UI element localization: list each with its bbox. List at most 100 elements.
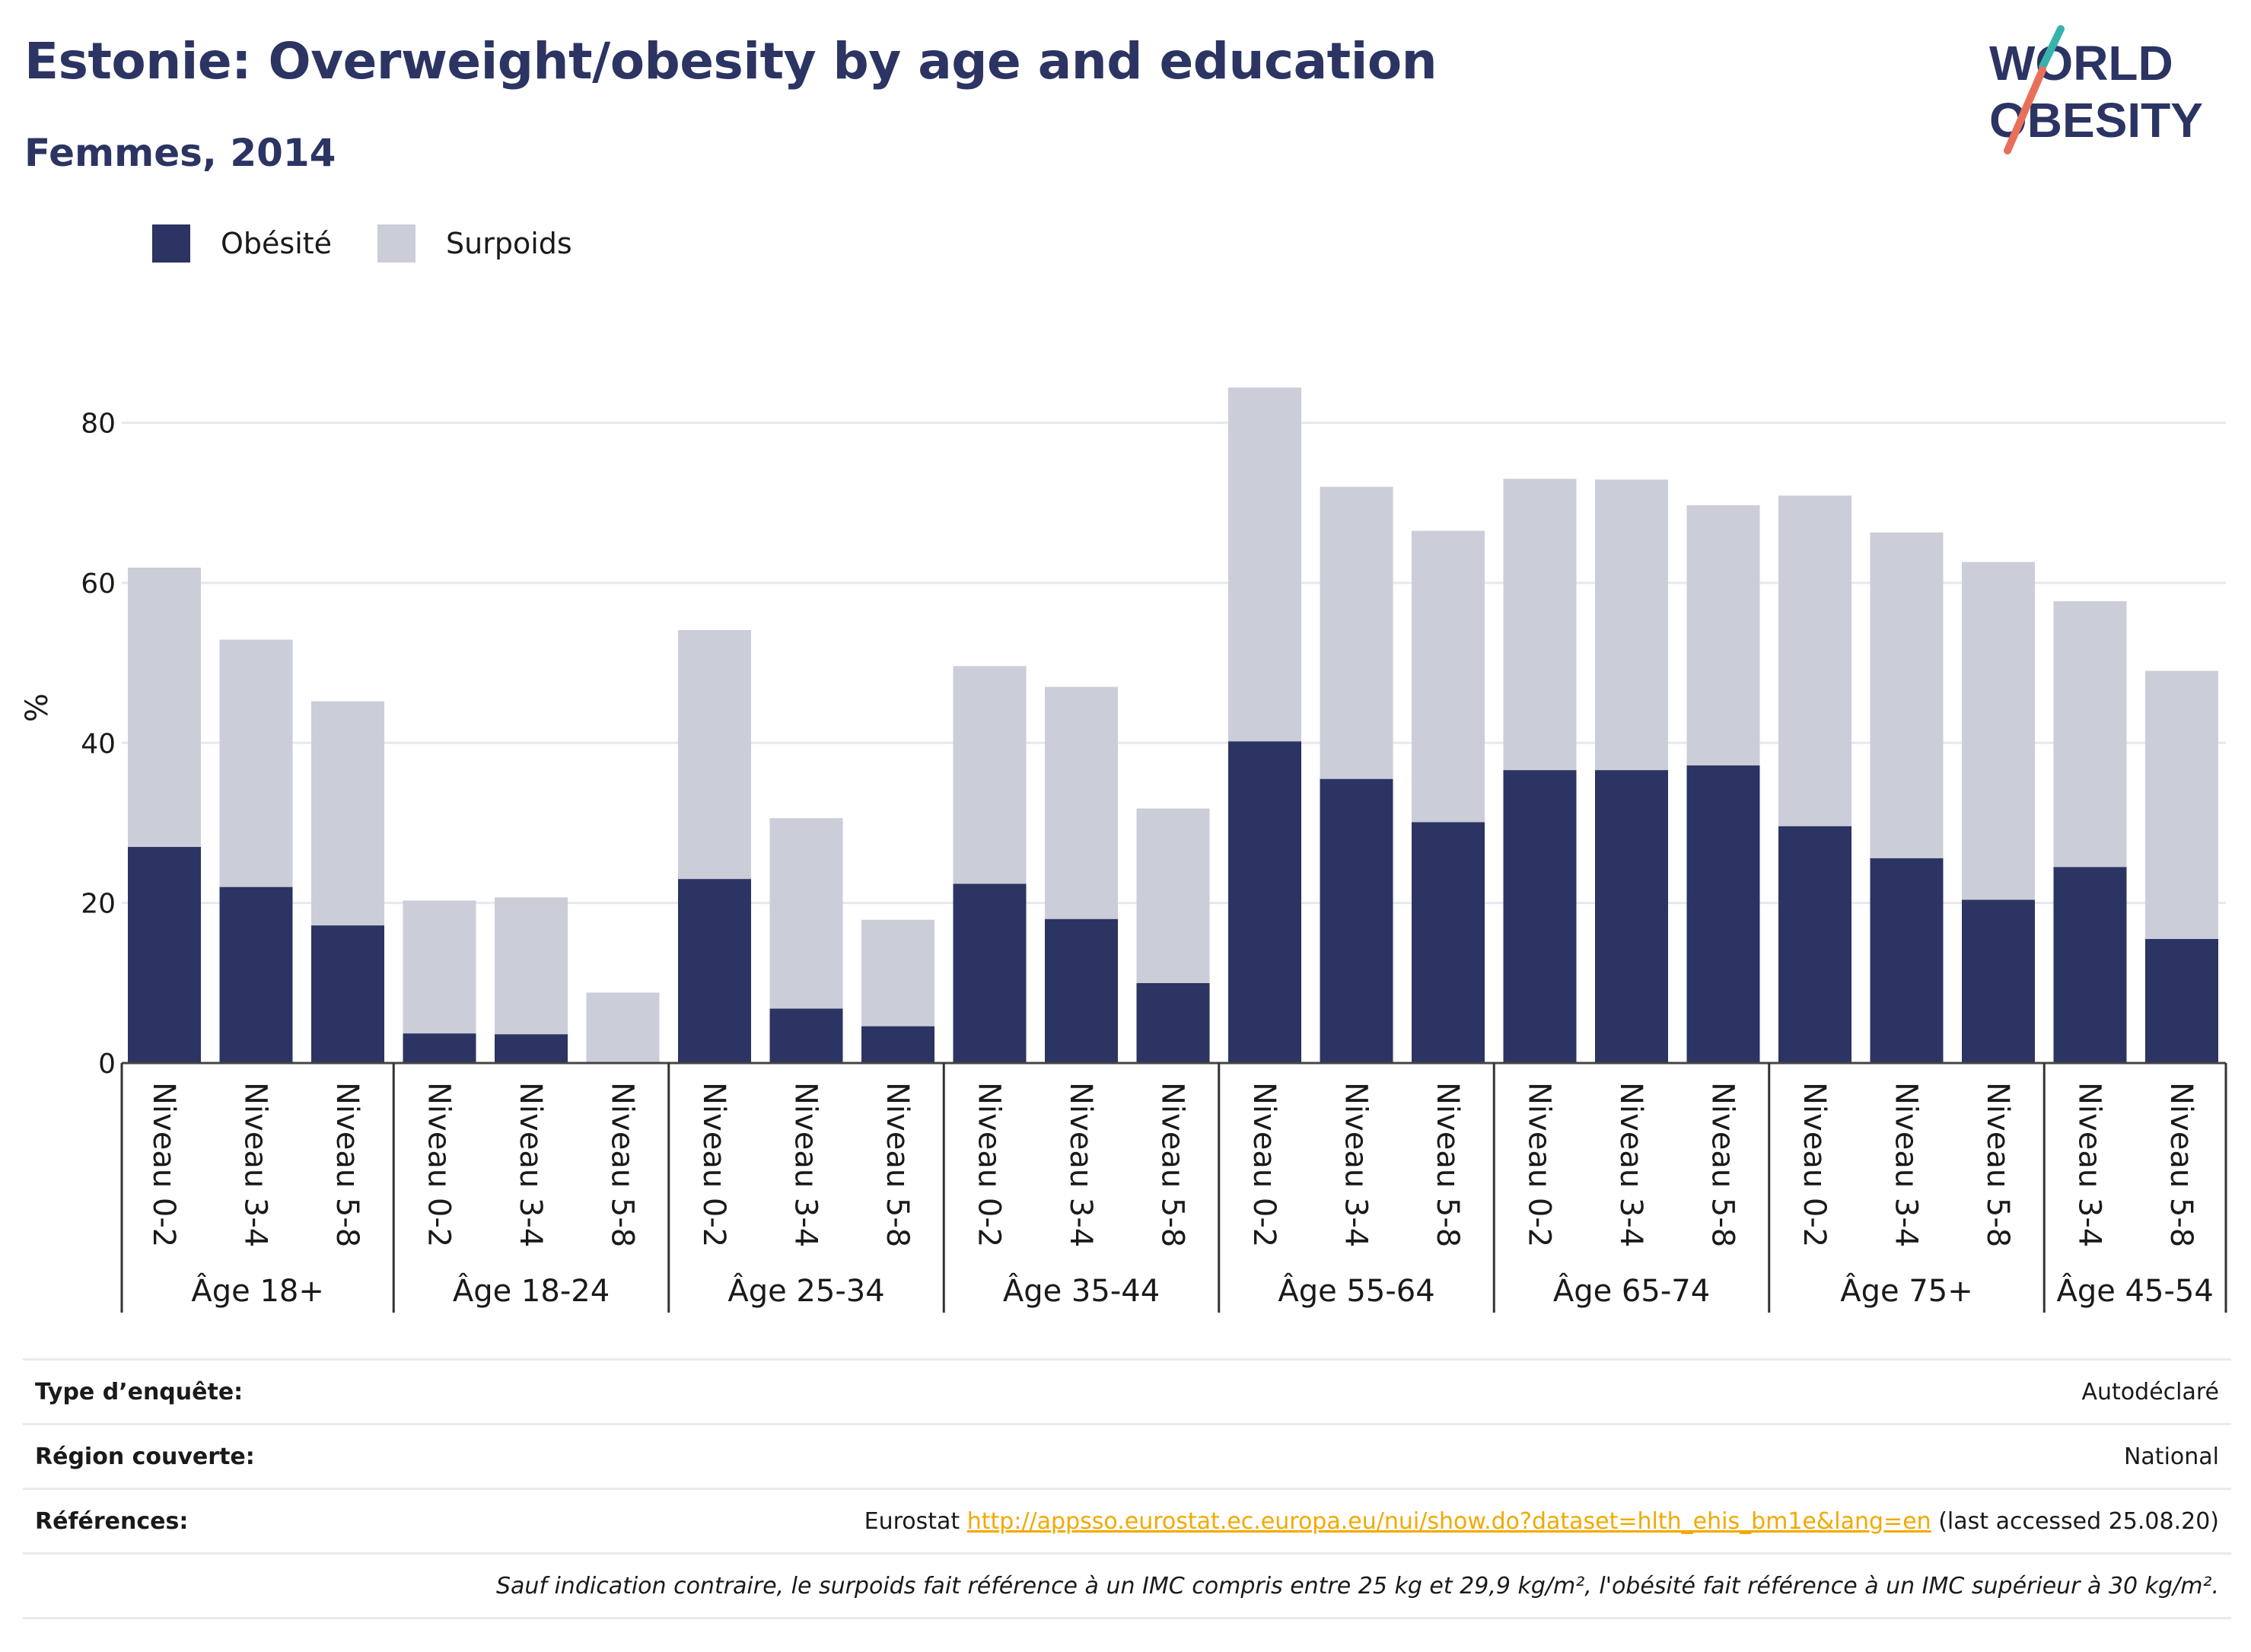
bar-obesite — [1686, 765, 1760, 1063]
bar-obesite — [1412, 822, 1485, 1063]
x-tick-label: Niveau 0-2 — [422, 1082, 457, 1247]
bar-surpoids — [1962, 562, 2035, 900]
chart-title: Estonie: Overweight/obesity by age and e… — [24, 32, 1438, 91]
bar-surpoids — [1136, 808, 1210, 983]
x-tick-label: Niveau 3-4 — [1889, 1082, 1924, 1247]
x-tick-label: Niveau 0-2 — [696, 1082, 731, 1247]
bar-surpoids — [128, 567, 201, 848]
x-tick-label: Niveau 3-4 — [2072, 1082, 2107, 1247]
bar-obesite — [769, 1008, 843, 1063]
x-tick-label: Niveau 5-8 — [1705, 1082, 1740, 1247]
references-link[interactable]: http://appsso.eurostat.ec.europa.eu/nui/… — [966, 1507, 1931, 1535]
info-table: Type d’enquête: Autodéclaré Région couve… — [23, 1358, 2231, 1619]
bar-surpoids — [586, 992, 660, 1063]
group-label: Âge 55-64 — [1278, 1272, 1434, 1309]
bar-surpoids — [2053, 601, 2127, 867]
info-row-survey: Type d’enquête: Autodéclaré — [23, 1358, 2231, 1423]
bar-obesite — [1595, 770, 1668, 1063]
x-tick-label: Niveau 0-2 — [146, 1082, 181, 1247]
bar-surpoids — [1595, 479, 1668, 771]
x-tick-label: Niveau 0-2 — [1246, 1082, 1282, 1247]
group-label: Âge 45-54 — [2056, 1272, 2213, 1309]
bar-surpoids — [1503, 479, 1577, 771]
x-tick-label: Niveau 0-2 — [1522, 1082, 1557, 1247]
survey-type-label: Type d’enquête: — [35, 1378, 244, 1405]
bar-obesite — [128, 847, 201, 1063]
x-tick-label: Niveau 5-8 — [605, 1082, 640, 1247]
x-tick-label: Niveau 3-4 — [788, 1082, 823, 1247]
group-label: Âge 75+ — [1840, 1272, 1973, 1309]
info-row-region: Région couverte: National — [23, 1423, 2231, 1488]
legend-label-obesite: Obésité — [221, 227, 333, 260]
legend-label-surpoids: Surpoids — [446, 227, 572, 260]
bar-obesite — [1870, 858, 1944, 1063]
bar-obesite — [1045, 918, 1118, 1063]
bar-obesite — [861, 1026, 934, 1063]
region-value: National — [2123, 1443, 2219, 1470]
bar-obesite — [678, 879, 751, 1063]
x-tick-label: Niveau 3-4 — [1063, 1082, 1098, 1247]
x-tick-label: Niveau 5-8 — [1980, 1082, 2015, 1247]
definition-note: Sauf indication contraire, le surpoids f… — [495, 1572, 2219, 1599]
bar-obesite — [1778, 826, 1851, 1063]
x-tick-label: Niveau 0-2 — [972, 1082, 1007, 1247]
y-tick-label: 40 — [81, 728, 116, 759]
y-tick-label: 80 — [81, 409, 116, 440]
y-tick-label: 20 — [81, 889, 116, 920]
chart-subtitle: Femmes, 2014 — [24, 131, 336, 175]
y-tick-label: 0 — [98, 1049, 116, 1080]
logo-line-1: WORLD — [1989, 36, 2173, 91]
bar-surpoids — [1228, 387, 1301, 742]
logo-slash-coral — [2004, 66, 2046, 154]
bar-surpoids — [861, 919, 934, 1027]
y-tick-label: 60 — [81, 568, 116, 600]
bar-obesite — [1962, 899, 2035, 1063]
bar-surpoids — [1686, 505, 1760, 766]
group-label: Âge 18+ — [191, 1272, 324, 1309]
bar-surpoids — [953, 666, 1027, 884]
bar-chart: 0 20 40 60 80% Niveau 0-2 Niveau 3-4 Niveau 5-8… — [20, 387, 2227, 1313]
group-label: Âge 35-44 — [1003, 1272, 1160, 1309]
bar-obesite — [2053, 867, 2127, 1063]
group-label: Âge 65-74 — [1553, 1272, 1710, 1309]
bar-obesite — [1136, 982, 1210, 1063]
bar-surpoids — [219, 639, 293, 887]
legend-item-surpoids[interactable]: Surpoids — [377, 224, 572, 263]
x-tick-label: Niveau 5-8 — [2163, 1082, 2198, 1247]
bar-obesite — [495, 1034, 568, 1063]
references-label: Références: — [35, 1507, 189, 1535]
logo-slash-teal — [2039, 25, 2065, 71]
group-label: Âge 18-24 — [453, 1272, 610, 1309]
bar-obesite — [1320, 778, 1393, 1063]
legend-swatch-surpoids — [377, 224, 416, 263]
references-suffix: (last accessed 25.08.20) — [1938, 1507, 2219, 1535]
bar-surpoids — [1870, 532, 1944, 858]
y-axis-label: % — [20, 693, 55, 722]
bar-surpoids — [2145, 670, 2218, 939]
bar-surpoids — [1320, 486, 1393, 779]
bar-surpoids — [1778, 495, 1851, 826]
bar-surpoids — [1412, 530, 1485, 823]
legend-swatch-obesite — [152, 224, 190, 263]
bar-obesite — [219, 886, 293, 1063]
x-tick-label: Niveau 3-4 — [1613, 1082, 1648, 1247]
region-label: Région couverte: — [35, 1443, 255, 1470]
survey-type-value: Autodéclaré — [2081, 1378, 2220, 1405]
x-tick-label: Niveau 5-8 — [880, 1082, 915, 1247]
info-row-note: Sauf indication contraire, le surpoids f… — [23, 1552, 2231, 1619]
bar-obesite — [1228, 741, 1301, 1063]
bar-obesite — [953, 883, 1027, 1063]
x-tick-label: Niveau 3-4 — [513, 1082, 548, 1247]
bar-obesite — [1503, 770, 1577, 1063]
info-row-references: Références: Eurostat http://appsso.euros… — [23, 1488, 2231, 1552]
bar-surpoids — [495, 897, 568, 1035]
bar-surpoids — [403, 900, 476, 1034]
x-tick-label: Niveau 5-8 — [330, 1082, 365, 1247]
legend-item-obesite[interactable]: Obésité — [152, 224, 332, 263]
x-tick-label: Niveau 3-4 — [1339, 1082, 1374, 1247]
group-label: Âge 25-34 — [728, 1272, 884, 1309]
bar-surpoids — [678, 629, 751, 880]
bar-surpoids — [1045, 686, 1118, 919]
x-tick-label: Niveau 3-4 — [238, 1082, 273, 1247]
bar-surpoids — [311, 701, 384, 926]
